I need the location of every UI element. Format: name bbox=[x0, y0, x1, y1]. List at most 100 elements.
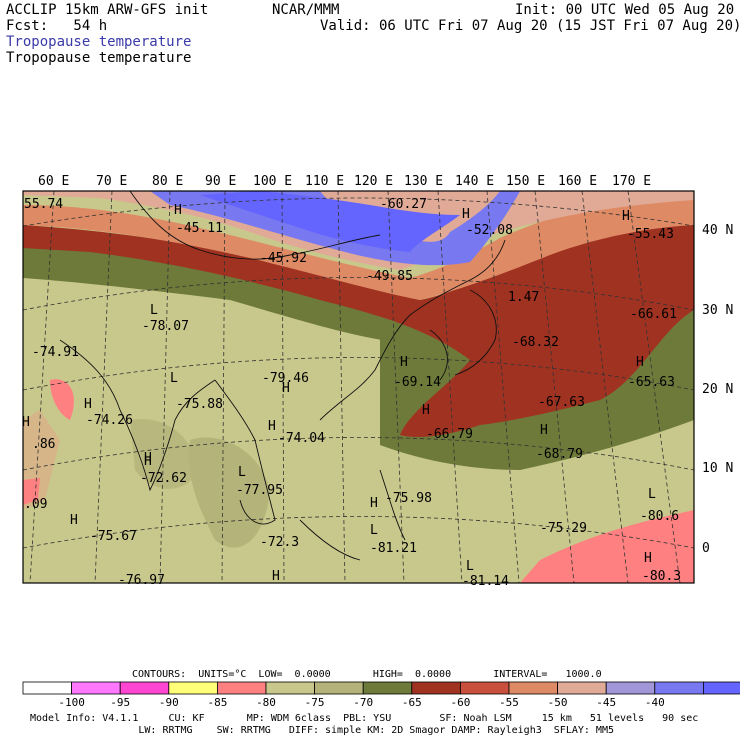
lat-label: 20 N bbox=[702, 382, 733, 397]
value-label: -77.95 bbox=[236, 483, 283, 498]
value-label: -67.63 bbox=[538, 395, 585, 410]
map-plot-area bbox=[23, 191, 694, 583]
value-label: -60.27 bbox=[380, 197, 427, 212]
value-label: H bbox=[174, 203, 182, 218]
colorbar-box bbox=[22, 681, 72, 695]
lon-label: 130 E bbox=[404, 174, 443, 189]
colorbar-label: -65 bbox=[402, 696, 422, 709]
value-label: -65.63 bbox=[628, 375, 675, 390]
lon-label: 120 E bbox=[354, 174, 393, 189]
value-label: H bbox=[644, 551, 652, 566]
lon-label: 60 E bbox=[38, 174, 69, 189]
colorbar-box bbox=[703, 681, 740, 695]
model-info-line: Model Info: V4.1.1 CU: KF MP: WDM 6class… bbox=[30, 713, 699, 724]
colorbar-label: -60 bbox=[450, 696, 470, 709]
value-label: L bbox=[150, 303, 158, 318]
init-time: Init: 00 UTC Wed 05 Aug 20 bbox=[515, 2, 735, 18]
model-title: ACCLIP 15km ARW-GFS init bbox=[6, 2, 209, 18]
value-label: -45.11 bbox=[176, 221, 223, 236]
lat-label: 30 N bbox=[702, 303, 733, 318]
colorbar-label: -70 bbox=[353, 696, 373, 709]
value-label: -80.6 bbox=[640, 509, 679, 524]
value-label: H bbox=[268, 419, 276, 434]
value-label: -66.61 bbox=[630, 307, 677, 322]
value-label: H bbox=[462, 207, 470, 222]
value-label: -78.07 bbox=[142, 319, 189, 334]
value-label: H bbox=[370, 496, 378, 511]
value-label: 1.47 bbox=[508, 290, 539, 305]
value-label: H bbox=[84, 397, 92, 412]
lon-label: 100 E bbox=[253, 174, 292, 189]
value-label: L bbox=[466, 559, 474, 574]
value-label: -68.79 bbox=[536, 447, 583, 462]
value-label: -79.46 bbox=[262, 371, 309, 386]
value-label: -74.91 bbox=[32, 345, 79, 360]
value-label: -74.04 bbox=[278, 431, 325, 446]
colorbar-label: -45 bbox=[596, 696, 616, 709]
lon-label: 150 E bbox=[506, 174, 545, 189]
value-label: -72.3 bbox=[260, 535, 299, 550]
value-label: -72.62 bbox=[140, 471, 187, 486]
latitude-ticks: 40 N 30 N 20 N 10 N 0 bbox=[702, 223, 733, 556]
value-label: H bbox=[622, 209, 630, 224]
value-label: 55.74 bbox=[24, 197, 63, 212]
lon-label: 160 E bbox=[558, 174, 597, 189]
value-labels: 55.74 H-45.11-60.27H-52.08H-55.43-45.92-4… bbox=[22, 197, 681, 589]
colorbar-box bbox=[119, 681, 170, 695]
colorbar: -100 -95 -90 -85 -80 -75 -70 -65 -60 -55 -50 -45 -40… bbox=[22, 681, 740, 709]
value-label: -52.08 bbox=[466, 223, 513, 238]
value-label: L bbox=[370, 523, 378, 538]
colorbar-label: -50 bbox=[548, 696, 568, 709]
forecast-hour: Fcst: 54 h bbox=[6, 18, 108, 34]
lon-label: 80 E bbox=[152, 174, 183, 189]
valid-time: Valid: 06 UTC Fri 07 Aug 20 (15 JST Fri … bbox=[320, 18, 740, 34]
value-label: -81.14 bbox=[462, 574, 509, 589]
colorbar-label: -90 bbox=[159, 696, 179, 709]
colorbar-label: -40 bbox=[645, 696, 665, 709]
value-label: -66.79 bbox=[426, 427, 473, 442]
value-label: H bbox=[70, 513, 78, 528]
lon-label: 70 E bbox=[96, 174, 127, 189]
value-label: H bbox=[144, 451, 152, 466]
colorbar-box bbox=[508, 681, 558, 695]
value-label: -75.67 bbox=[90, 529, 137, 544]
value-label: -75.98 bbox=[385, 491, 432, 506]
colorbar-label: -100 bbox=[58, 696, 85, 709]
colorbar-label: -85 bbox=[207, 696, 227, 709]
value-label: H bbox=[272, 569, 280, 584]
colorbar-box bbox=[265, 681, 315, 695]
value-label: .09 bbox=[24, 497, 47, 512]
colorbar-box bbox=[411, 681, 461, 695]
contours-line: CONTOURS: UNITS=°C LOW= 0.0000 HIGH= 0.0… bbox=[132, 669, 602, 680]
map-frame bbox=[22, 190, 695, 584]
value-label: -75.29 bbox=[540, 521, 587, 536]
graticule bbox=[23, 191, 694, 583]
value-label: L bbox=[170, 371, 178, 386]
value-label: -80.3 bbox=[642, 569, 681, 584]
value-label: -69.14 bbox=[394, 375, 441, 390]
value-label: .86 bbox=[32, 437, 55, 452]
value-label: -68.32 bbox=[512, 335, 559, 350]
lon-label: 110 E bbox=[305, 174, 344, 189]
colorbar-label: -95 bbox=[110, 696, 130, 709]
colorbar-box bbox=[314, 681, 364, 695]
value-label: -74.26 bbox=[86, 413, 133, 428]
physics-info-line: LW: RRTMG SW: RRTMG DIFF: simple KM: 2D … bbox=[30, 725, 614, 736]
value-label: H bbox=[636, 355, 644, 370]
lat-label: 0 bbox=[702, 541, 710, 556]
lon-label: 140 E bbox=[455, 174, 494, 189]
value-label: H bbox=[144, 454, 152, 469]
value-label: -76.97 bbox=[118, 573, 165, 588]
value-label: -75.88 bbox=[176, 397, 223, 412]
field-title-1: Tropopause temperature bbox=[6, 34, 192, 50]
lon-label: 90 E bbox=[205, 174, 236, 189]
colorbar-label: -75 bbox=[305, 696, 325, 709]
colorbar-label: -55 bbox=[499, 696, 519, 709]
colorbar-box bbox=[362, 681, 413, 695]
value-label: -55.43 bbox=[627, 227, 674, 242]
value-label: L bbox=[238, 465, 246, 480]
lat-label: 10 N bbox=[702, 461, 733, 476]
value-label: H bbox=[400, 355, 408, 370]
center-label: NCAR/MMM bbox=[272, 2, 340, 18]
